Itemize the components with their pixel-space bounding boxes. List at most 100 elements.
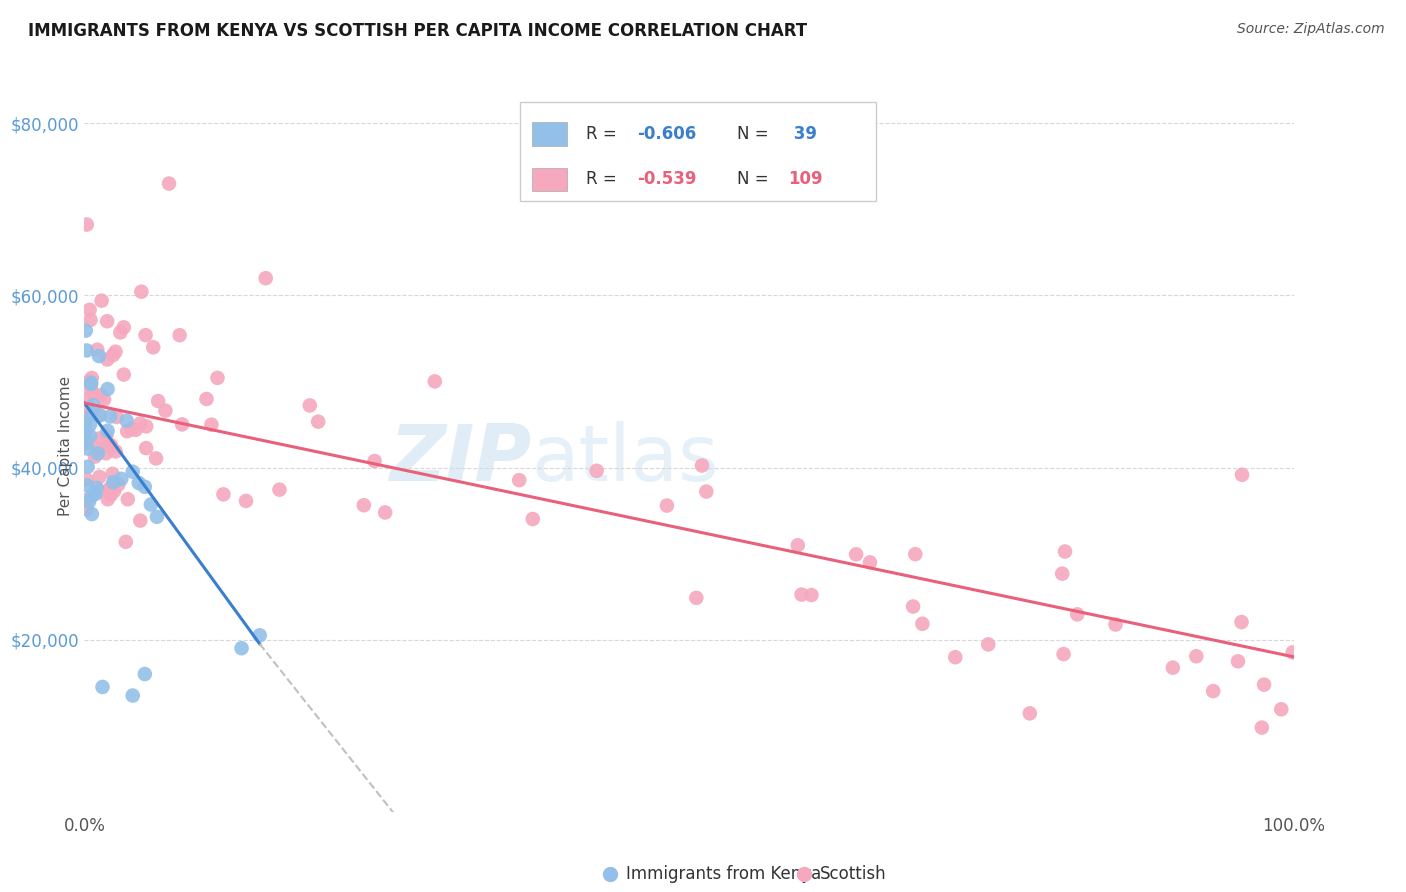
Point <box>76 502 98 516</box>
Point <box>128 475 150 490</box>
Point <box>901 599 924 614</box>
Point <box>87 408 110 422</box>
FancyBboxPatch shape <box>531 122 567 145</box>
Point <box>423 375 446 389</box>
Text: N =: N = <box>737 125 775 143</box>
Point <box>80 376 103 390</box>
Point <box>911 616 934 631</box>
Text: -0.606: -0.606 <box>637 125 696 143</box>
Point <box>75 425 97 439</box>
Text: R =: R = <box>586 170 623 188</box>
Point <box>94 446 117 460</box>
Point <box>859 555 882 569</box>
Point <box>114 534 136 549</box>
Point <box>1161 661 1184 675</box>
Point <box>231 641 253 656</box>
Point <box>121 689 143 703</box>
Text: 39: 39 <box>789 125 817 143</box>
Point <box>172 417 194 432</box>
Point <box>212 487 235 501</box>
Point <box>1104 617 1126 632</box>
Point <box>100 440 122 454</box>
Point <box>121 422 143 436</box>
Point <box>110 472 132 486</box>
Point <box>195 392 218 406</box>
Point <box>1066 607 1088 622</box>
FancyBboxPatch shape <box>520 103 876 201</box>
Point <box>77 400 100 414</box>
Point <box>79 805 101 819</box>
Point <box>75 425 97 440</box>
Point <box>93 392 115 407</box>
Point <box>98 482 121 496</box>
Point <box>76 473 98 487</box>
Point <box>121 465 143 479</box>
Point <box>943 650 966 665</box>
Point <box>76 478 98 492</box>
Point <box>76 343 98 358</box>
Point <box>207 371 229 385</box>
Point <box>112 368 135 382</box>
Point <box>100 438 122 452</box>
Point <box>73 435 96 450</box>
Point <box>1270 702 1292 716</box>
Point <box>96 429 118 443</box>
Point <box>1052 647 1074 661</box>
Point <box>685 591 707 605</box>
Point <box>129 417 152 431</box>
Point <box>80 376 103 391</box>
Point <box>97 382 120 396</box>
Point <box>157 177 180 191</box>
Point <box>76 434 98 449</box>
Text: N =: N = <box>737 170 775 188</box>
Point <box>695 484 717 499</box>
Point <box>363 454 385 468</box>
Point <box>845 547 868 561</box>
Text: Source: ZipAtlas.com: Source: ZipAtlas.com <box>1237 22 1385 37</box>
Point <box>508 473 530 487</box>
Point <box>307 415 329 429</box>
Point <box>786 538 808 552</box>
Point <box>1253 678 1275 692</box>
Point <box>135 328 157 343</box>
Point <box>103 483 125 498</box>
Point <box>115 414 138 428</box>
Point <box>79 302 101 317</box>
Point <box>117 492 139 507</box>
Point <box>89 431 111 445</box>
Point <box>80 371 103 385</box>
Point <box>249 628 271 642</box>
Point <box>200 417 222 432</box>
Point <box>298 399 321 413</box>
Point <box>84 487 107 501</box>
Point <box>77 495 100 509</box>
Point <box>76 492 98 507</box>
Point <box>86 343 108 357</box>
Point <box>904 547 927 561</box>
Point <box>146 509 169 524</box>
Point <box>139 498 162 512</box>
Point <box>254 271 277 285</box>
Point <box>97 424 120 438</box>
Point <box>129 514 152 528</box>
Text: IMMIGRANTS FROM KENYA VS SCOTTISH PER CAPITA INCOME CORRELATION CHART: IMMIGRANTS FROM KENYA VS SCOTTISH PER CA… <box>28 22 807 40</box>
Point <box>101 348 124 362</box>
Point <box>655 499 678 513</box>
Point <box>790 588 813 602</box>
Text: atlas: atlas <box>531 421 720 497</box>
Point <box>89 409 111 423</box>
Point <box>90 293 112 308</box>
Point <box>1227 654 1250 668</box>
Point <box>90 388 112 402</box>
Point <box>76 442 98 456</box>
Point <box>169 328 191 343</box>
Point <box>96 314 118 328</box>
Point <box>155 403 177 417</box>
Text: 109: 109 <box>789 170 823 188</box>
Point <box>107 477 129 491</box>
Point <box>522 512 544 526</box>
Point <box>1018 706 1040 721</box>
Point <box>105 410 128 425</box>
Point <box>374 505 396 519</box>
Point <box>79 380 101 394</box>
